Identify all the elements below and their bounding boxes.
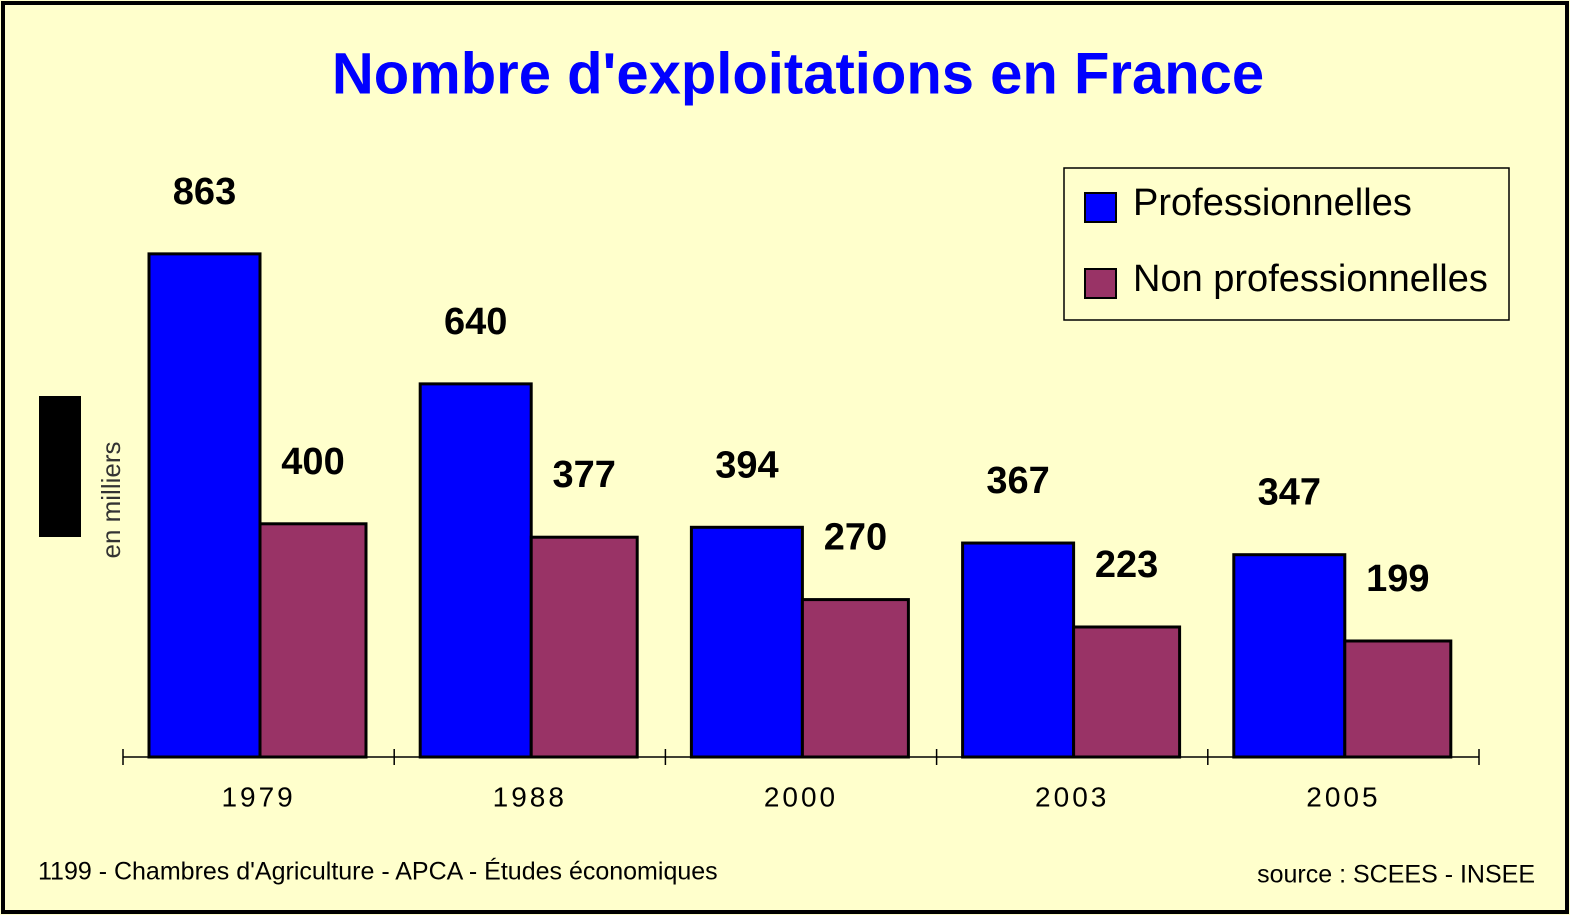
value-label: 400 <box>281 441 344 483</box>
legend-swatch <box>1084 268 1117 299</box>
bar <box>258 522 368 759</box>
bar <box>418 382 533 759</box>
value-label: 394 <box>715 444 778 486</box>
bar <box>1232 553 1347 759</box>
footer-right: source : SCEES - INSEE <box>1257 861 1535 889</box>
bar <box>800 598 910 759</box>
bar <box>961 541 1076 759</box>
value-label: 223 <box>1095 544 1158 586</box>
x-tick-label: 2003 <box>1035 781 1109 812</box>
value-label: 377 <box>552 454 615 496</box>
x-tick-label: 2005 <box>1306 781 1380 812</box>
x-tick-label: 1988 <box>493 781 567 812</box>
footer-left: 1199 - Chambres d'Agriculture - APCA - É… <box>38 857 718 886</box>
legend-label: Professionnelles <box>1133 182 1412 224</box>
value-label: 270 <box>824 517 887 559</box>
side-block <box>39 396 81 537</box>
value-label: 367 <box>986 460 1049 502</box>
legend-label: Non professionnelles <box>1133 258 1488 300</box>
value-label: 347 <box>1258 472 1321 514</box>
bar <box>1072 625 1182 759</box>
x-tick-label: 1979 <box>221 781 295 812</box>
legend-swatch <box>1084 192 1117 223</box>
chart-title: Nombre d'exploitations en France <box>332 41 1264 106</box>
y-axis-label: en milliers <box>96 441 126 558</box>
x-tick-label: 2000 <box>764 781 838 812</box>
value-label: 863 <box>173 171 236 213</box>
bar <box>1343 639 1453 759</box>
bar <box>689 525 804 759</box>
bar <box>529 535 639 759</box>
legend-box <box>1063 167 1510 321</box>
bar <box>147 252 262 759</box>
value-label: 640 <box>444 301 507 343</box>
value-label: 199 <box>1366 558 1429 600</box>
